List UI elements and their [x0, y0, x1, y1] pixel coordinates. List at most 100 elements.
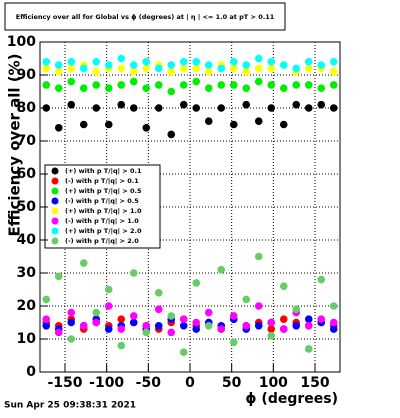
- x-tick-label: 0: [185, 375, 195, 391]
- marker: [329, 81, 338, 89]
- marker: [67, 318, 76, 327]
- marker: [329, 302, 338, 310]
- marker: [142, 84, 151, 92]
- marker: [242, 100, 251, 109]
- marker: [179, 348, 188, 357]
- marker: [254, 252, 263, 261]
- marker: [67, 335, 76, 343]
- marker: [179, 81, 188, 89]
- marker: [117, 64, 126, 73]
- legend-label: (+) with p T/|q| > 0.5: [65, 187, 142, 196]
- legend-marker: [51, 237, 59, 245]
- marker: [129, 77, 138, 86]
- marker: [104, 84, 113, 92]
- marker: [129, 67, 138, 76]
- x-tick-label: -100: [89, 375, 124, 391]
- marker: [292, 322, 301, 330]
- marker: [229, 312, 238, 320]
- legend-marker: [51, 167, 59, 175]
- legend-label: (+) with p T/|q| > 0.1: [65, 167, 142, 176]
- marker: [54, 61, 63, 69]
- marker: [304, 104, 313, 112]
- marker: [204, 308, 213, 317]
- marker: [79, 84, 88, 92]
- marker: [329, 104, 338, 112]
- marker: [129, 312, 138, 320]
- marker: [192, 77, 201, 86]
- legend-label: (+) with p T/|q| > 1.0: [65, 207, 142, 216]
- marker: [304, 64, 313, 73]
- marker: [204, 84, 213, 92]
- marker: [92, 104, 101, 112]
- marker: [229, 338, 238, 347]
- marker: [229, 120, 238, 129]
- marker: [279, 84, 288, 92]
- marker: [229, 81, 238, 89]
- timestamp: Sun Apr 25 09:38:31 2021: [4, 401, 136, 411]
- marker: [317, 84, 326, 92]
- marker: [192, 58, 201, 66]
- marker: [129, 61, 138, 69]
- x-tick-label: 50: [222, 375, 242, 391]
- marker: [54, 84, 63, 92]
- marker: [279, 315, 288, 324]
- legend-marker: [51, 227, 59, 235]
- marker: [154, 289, 163, 297]
- marker: [204, 117, 213, 125]
- legend-marker: [51, 207, 59, 215]
- marker: [304, 58, 313, 66]
- legend-label: (-) with p T/|q| > 0.5: [65, 197, 139, 206]
- marker: [142, 322, 151, 330]
- marker: [317, 100, 326, 109]
- marker: [104, 61, 113, 69]
- marker: [192, 279, 201, 287]
- marker: [304, 315, 313, 324]
- marker: [267, 318, 276, 327]
- marker: [104, 285, 113, 294]
- marker: [167, 87, 176, 96]
- marker: [92, 58, 101, 66]
- marker: [217, 81, 226, 89]
- marker: [117, 325, 126, 333]
- marker: [254, 302, 263, 310]
- marker: [179, 315, 188, 324]
- marker: [154, 305, 163, 314]
- marker: [92, 318, 101, 327]
- marker: [217, 325, 226, 333]
- marker: [317, 315, 326, 324]
- marker: [329, 58, 338, 66]
- marker: [42, 315, 51, 324]
- y-tick-label: 0: [26, 364, 36, 380]
- marker: [292, 81, 301, 89]
- y-tick-label: 60: [17, 166, 37, 182]
- marker: [292, 305, 301, 314]
- marker: [304, 81, 313, 89]
- marker: [42, 58, 51, 66]
- marker: [242, 322, 251, 330]
- marker: [304, 322, 313, 330]
- marker: [92, 308, 101, 317]
- legend-label: (-) with p T/|q| > 1.0: [65, 217, 139, 226]
- marker: [67, 58, 76, 66]
- marker: [92, 81, 101, 89]
- legend-marker: [51, 197, 59, 205]
- marker: [179, 58, 188, 66]
- x-tick-label: -150: [47, 375, 82, 391]
- marker: [242, 61, 251, 69]
- marker: [204, 61, 213, 69]
- marker: [267, 331, 276, 340]
- marker: [117, 341, 126, 350]
- y-tick-label: 50: [17, 199, 37, 215]
- marker: [167, 328, 176, 337]
- marker: [267, 58, 276, 66]
- marker: [92, 67, 101, 76]
- marker: [217, 104, 226, 112]
- x-tick-label: -50: [136, 375, 162, 391]
- marker: [267, 104, 276, 112]
- marker: [42, 322, 51, 330]
- marker: [42, 64, 51, 73]
- marker: [167, 67, 176, 76]
- marker: [117, 100, 126, 109]
- marker: [54, 328, 63, 337]
- marker: [104, 325, 113, 333]
